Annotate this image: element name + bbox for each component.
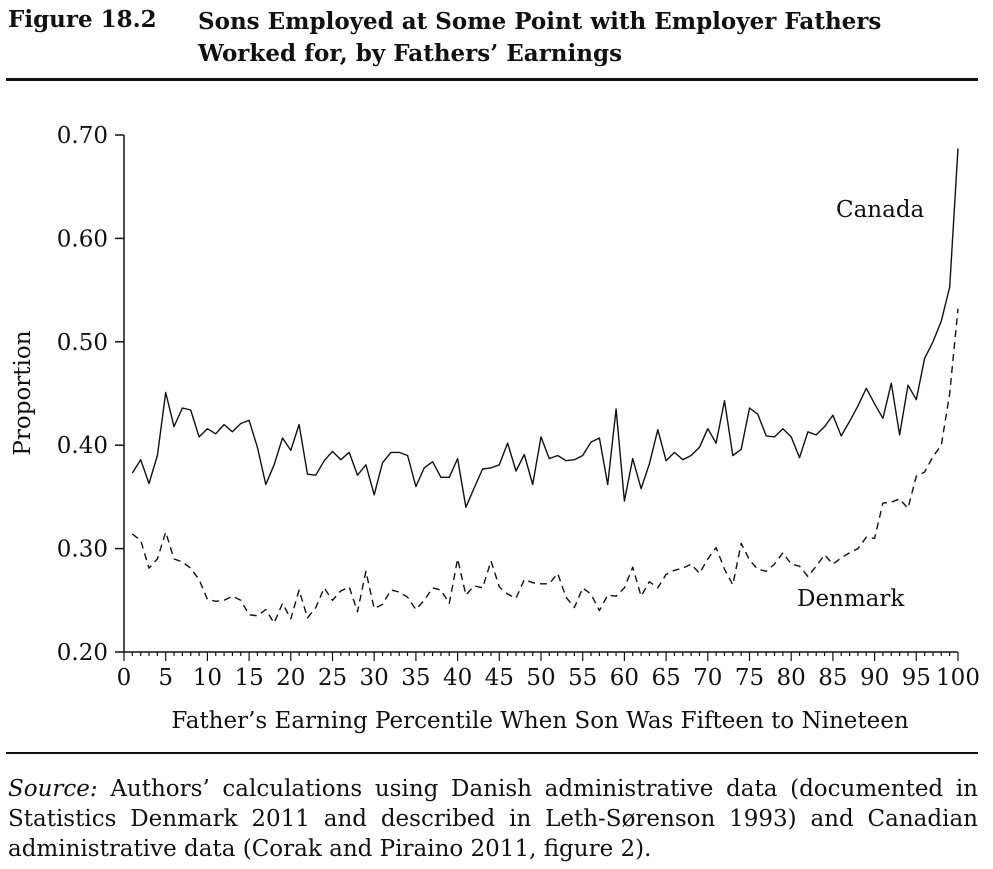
x-tick-label: 90 — [860, 665, 889, 691]
x-axis-label: Father’s Earning Percentile When Son Was… — [171, 708, 909, 734]
x-tick-label: 65 — [651, 665, 680, 691]
x-tick-label: 20 — [276, 665, 305, 691]
source-text: Authors’ calculations using Danish admin… — [8, 776, 978, 862]
y-axis-label: Proportion — [10, 330, 36, 455]
series-line-canada — [131, 148, 959, 508]
y-tick-label: 0.30 — [57, 537, 108, 563]
x-tick-label: 45 — [485, 665, 514, 691]
x-tick-label: 25 — [318, 665, 347, 691]
x-tick-label: 100 — [936, 665, 980, 691]
y-tick-label: 0.70 — [57, 123, 108, 149]
source-prefix: Source: — [8, 776, 98, 802]
series-line-denmark — [131, 308, 959, 624]
x-tick-label: 0 — [117, 665, 132, 691]
y-tick-label: 0.50 — [57, 330, 108, 356]
x-tick-label: 70 — [693, 665, 722, 691]
x-tick-label: 55 — [568, 665, 597, 691]
top-rule — [6, 78, 978, 81]
x-tick-label: 60 — [610, 665, 639, 691]
bottom-rule — [6, 752, 978, 754]
y-tick-label: 0.60 — [57, 226, 108, 252]
chart-axes — [123, 135, 958, 653]
figure-title: Sons Employed at Some Point with Employe… — [198, 8, 882, 67]
x-tick-label: 50 — [526, 665, 555, 691]
x-ticks: 0 5 10 15 20 25 30 35 40 45 50 55 60 65 70 75 80 85 90 95 10… — [117, 652, 980, 691]
y-tick-label: 0.40 — [57, 433, 108, 459]
x-tick-label: 40 — [443, 665, 472, 691]
x-tick-label: 15 — [234, 665, 263, 691]
line-chart: 0.20 0.30 0.40 0.50 0.60 0.70 0 5 10 15 20 25 30 35 4… — [10, 123, 980, 734]
x-tick-label: 35 — [401, 665, 430, 691]
x-tick-label: 85 — [818, 665, 847, 691]
x-tick-label: 5 — [158, 665, 173, 691]
source-note: Source: Authors’ calculations using Dani… — [8, 774, 978, 864]
x-tick-label: 75 — [735, 665, 764, 691]
y-tick-label: 0.20 — [57, 640, 108, 666]
x-tick-label: 30 — [360, 665, 389, 691]
chart-series — [131, 148, 959, 624]
x-tick-label: 80 — [777, 665, 806, 691]
annotation-denmark: Denmark — [797, 586, 905, 612]
y-ticks: 0.20 0.30 0.40 0.50 0.60 0.70 — [57, 123, 124, 666]
figure-label: Figure 18.2 — [8, 6, 157, 33]
x-tick-label: 10 — [193, 665, 222, 691]
annotation-canada: Canada — [836, 197, 925, 223]
x-tick-label: 95 — [902, 665, 931, 691]
